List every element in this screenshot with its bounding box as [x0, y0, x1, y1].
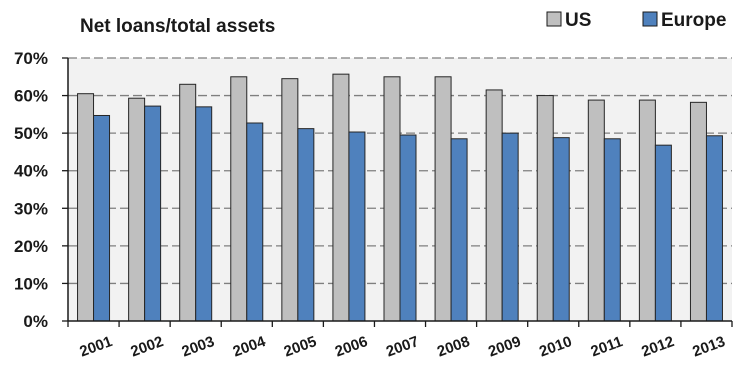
y-tick-label: 20%	[14, 237, 48, 256]
bar-us-2008	[434, 76, 452, 322]
legend-label-us: US	[565, 10, 591, 31]
y-tick-label: 50%	[14, 124, 48, 143]
y-tick-label: 40%	[14, 162, 48, 181]
bar-europe-2013	[705, 135, 723, 322]
bar-europe-2012	[654, 144, 672, 322]
bar-us-2003	[179, 83, 197, 322]
x-tick-label: 2012	[639, 333, 676, 360]
legend-label-europe: Europe	[661, 10, 726, 31]
x-tick-label: 2003	[180, 333, 217, 360]
x-tick-label: 2009	[486, 333, 523, 360]
x-tick-label: 2007	[384, 333, 421, 360]
x-tick-label: 2010	[537, 333, 574, 360]
x-tick-label: 2006	[333, 333, 370, 360]
bar-us-2001	[77, 93, 95, 322]
bar-us-2013	[689, 101, 707, 322]
x-tick-label: 2001	[77, 333, 114, 360]
bar-europe-2009	[501, 132, 519, 322]
bar-europe-2001	[93, 114, 111, 322]
x-tick-labels: 2001 2002 2003 2004 2005 2006 2007 2008 2009 2010…	[77, 333, 727, 361]
bars	[77, 73, 723, 322]
bar-europe-2004	[246, 122, 264, 322]
y-tick-label: 30%	[14, 199, 48, 218]
legend: US Europe	[546, 10, 726, 31]
legend-swatch-us	[546, 11, 562, 27]
y-tick-labels: 0% 10% 20% 30% 40% 50% 60% 70%	[14, 49, 48, 331]
bar-europe-2006	[348, 131, 366, 322]
x-tick-label: 2008	[435, 333, 472, 360]
bar-europe-2008	[450, 138, 468, 322]
axes	[62, 57, 733, 327]
x-tick-label: 2013	[690, 333, 727, 360]
bar-europe-2007	[399, 134, 417, 322]
bar-europe-2010	[552, 137, 570, 322]
bar-europe-2003	[195, 106, 213, 322]
y-tick-label: 0%	[23, 312, 48, 331]
bar-us-2002	[128, 97, 146, 322]
bar-europe-2002	[144, 105, 162, 322]
bar-us-2012	[638, 99, 656, 322]
y-tick-label: 70%	[14, 49, 48, 68]
bar-europe-2005	[297, 128, 315, 322]
bar-us-2010	[536, 95, 554, 322]
bar-europe-2011	[603, 138, 621, 322]
bar-us-2007	[383, 76, 401, 322]
bar-us-2006	[332, 73, 350, 322]
legend-swatch-europe	[642, 11, 658, 27]
x-tick-label: 2005	[282, 333, 319, 360]
bar-us-2011	[587, 99, 605, 322]
bar-us-2009	[485, 89, 503, 322]
y-tick-label: 60%	[14, 87, 48, 106]
bar-us-2005	[281, 78, 299, 322]
bar-us-2004	[230, 76, 248, 322]
chart-title: Net loans/total assets	[80, 16, 275, 37]
x-tick-label: 2004	[231, 333, 269, 361]
x-tick-label: 2011	[589, 333, 625, 360]
x-tick-label: 2002	[128, 333, 165, 360]
y-tick-label: 10%	[14, 274, 48, 293]
